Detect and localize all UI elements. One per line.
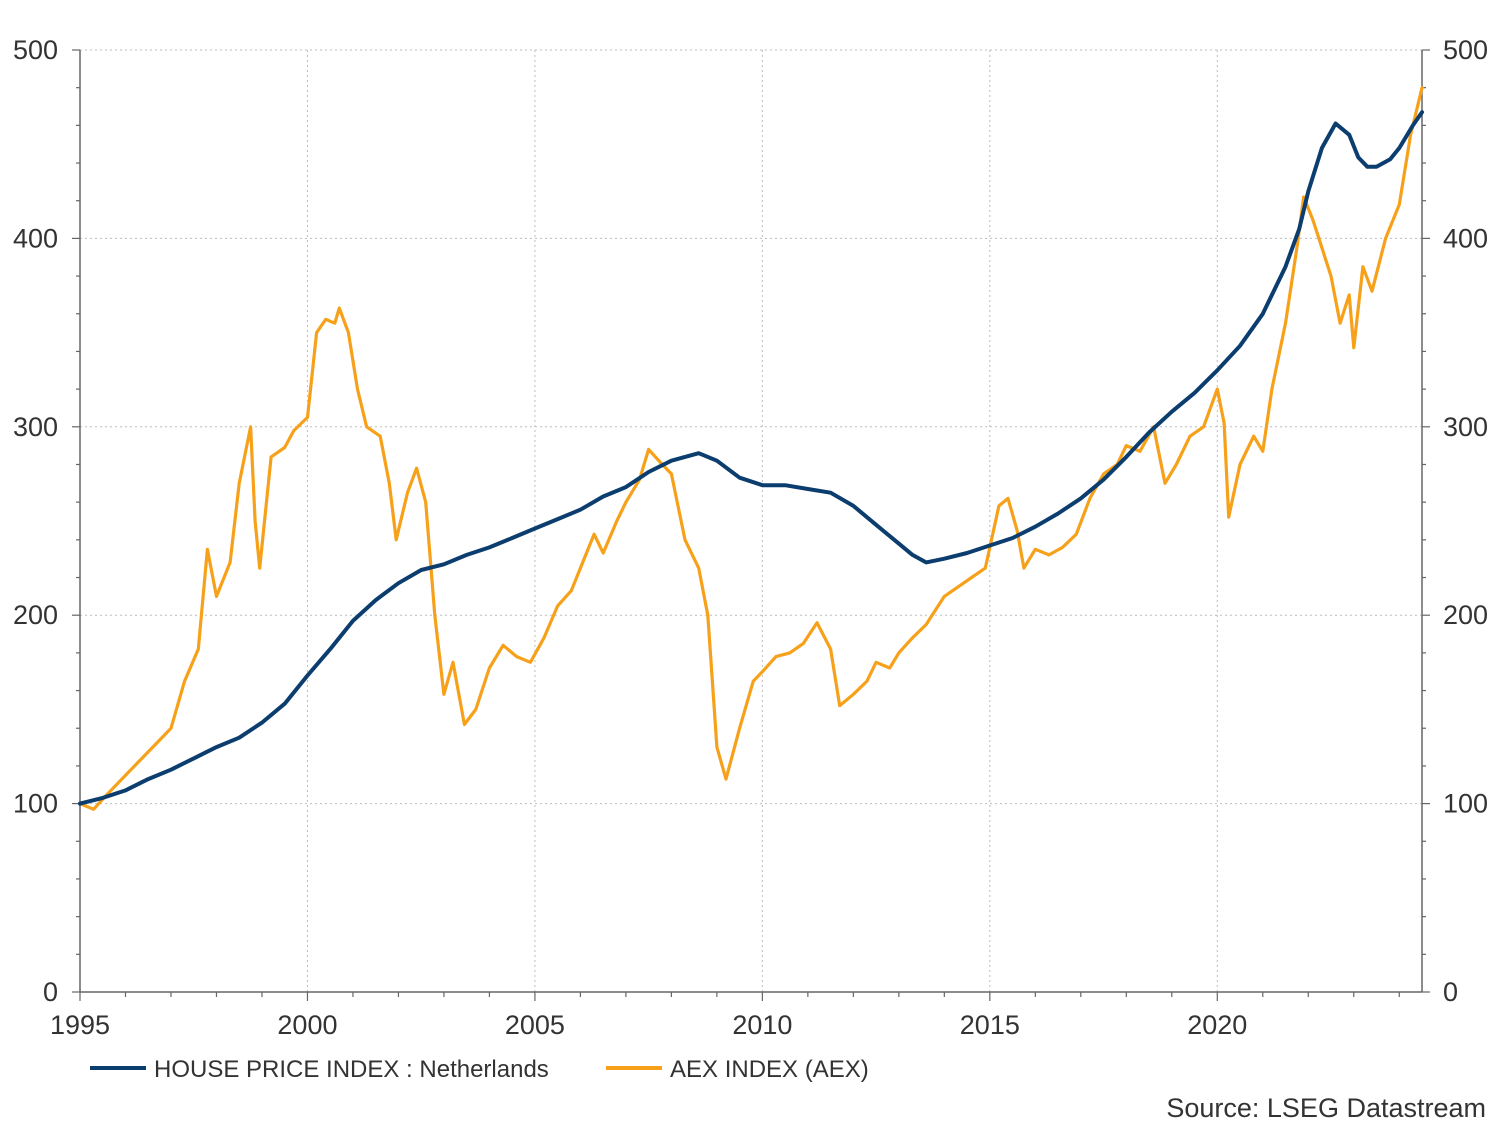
right-y-tick-label: 400 — [1443, 223, 1488, 253]
series-lines — [78, 86, 1424, 811]
left-y-tick-label: 200 — [13, 600, 58, 630]
x-tick-label: 2020 — [1187, 1010, 1247, 1040]
right-y-tick-label: 200 — [1443, 600, 1488, 630]
right-y-tick-label: 500 — [1443, 35, 1488, 65]
x-tick-label: 1995 — [50, 1010, 110, 1040]
x-tick-label: 2000 — [277, 1010, 337, 1040]
tick-marks — [72, 49, 1430, 1001]
x-tick-label: 2015 — [960, 1010, 1020, 1040]
tick-labels: 0 0 100 100 200 200 300 300 400 400 500 500 1995 2000… — [13, 35, 1488, 1040]
series-line-house-price — [78, 110, 1424, 806]
series-line-aex — [78, 86, 1424, 811]
left-y-tick-label: 100 — [13, 789, 58, 819]
x-tick-label: 2005 — [505, 1010, 565, 1040]
right-y-tick-label: 300 — [1443, 412, 1488, 442]
grid-lines — [80, 49, 1422, 992]
left-y-tick-label: 0 — [43, 977, 58, 1007]
source-label: Source: LSEG Datastream — [1166, 1093, 1486, 1123]
left-y-tick-label: 400 — [13, 223, 58, 253]
legend: HOUSE PRICE INDEX : Netherlands AEX INDE… — [90, 1056, 869, 1083]
left-y-tick-label: 300 — [13, 412, 58, 442]
axes — [79, 50, 1423, 993]
legend-label-house-price: HOUSE PRICE INDEX : Netherlands — [154, 1056, 549, 1083]
legend-label-aex: AEX INDEX (AEX) — [670, 1056, 869, 1083]
right-y-tick-label: 100 — [1443, 789, 1488, 819]
right-y-tick-label: 0 — [1443, 977, 1458, 1007]
left-y-tick-label: 500 — [13, 35, 58, 65]
x-tick-label: 2010 — [732, 1010, 792, 1040]
